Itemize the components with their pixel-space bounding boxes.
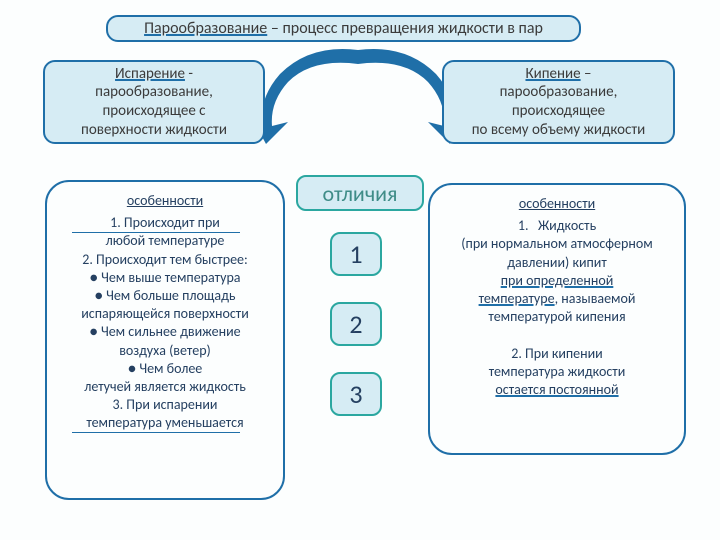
- diff-number-3: 3: [330, 372, 382, 416]
- evap-term: Испарение: [115, 65, 185, 83]
- boiling-features: особенности 1. Жидкость(при нормальном а…: [428, 183, 686, 455]
- boil-term: Кипение: [525, 65, 580, 83]
- differences-text: отличия: [323, 180, 398, 207]
- differences-label: отличия: [296, 175, 424, 211]
- evap-features-title: особенности: [51, 192, 279, 210]
- evaporation-definition: Испарение -парообразование,происходящее …: [43, 60, 265, 144]
- boiling-definition: Кипение –парообразование,происходящеепо …: [442, 60, 675, 144]
- evaporation-definition-text: Испарение -парообразование,происходящее …: [81, 65, 227, 140]
- title-underline-term: Парообразование: [144, 19, 267, 38]
- feature-divider: [72, 232, 240, 233]
- boil-features-body: 1. Жидкость(при нормальном атмосферномда…: [434, 217, 680, 399]
- boil-features-title: особенности: [434, 195, 680, 213]
- title-text: Парообразование – процесс превращения жи…: [144, 19, 543, 39]
- title-rest: – процесс превращения жидкости в пар: [267, 19, 543, 38]
- title-box: Парообразование – процесс превращения жи…: [106, 15, 581, 42]
- diff-number-2: 2: [330, 302, 382, 346]
- feature-divider: [72, 432, 240, 433]
- boiling-definition-text: Кипение –парообразование,происходящеепо …: [472, 65, 646, 140]
- slide: Парообразование – процесс превращения жи…: [0, 0, 720, 540]
- arrow-left: [250, 44, 360, 144]
- diff-number-1: 1: [330, 232, 382, 276]
- evap-features-body: 1. Происходит прилюбой температуре2. Про…: [51, 214, 279, 432]
- evaporation-features: особенности 1. Происходит прилюбой темпе…: [45, 180, 285, 500]
